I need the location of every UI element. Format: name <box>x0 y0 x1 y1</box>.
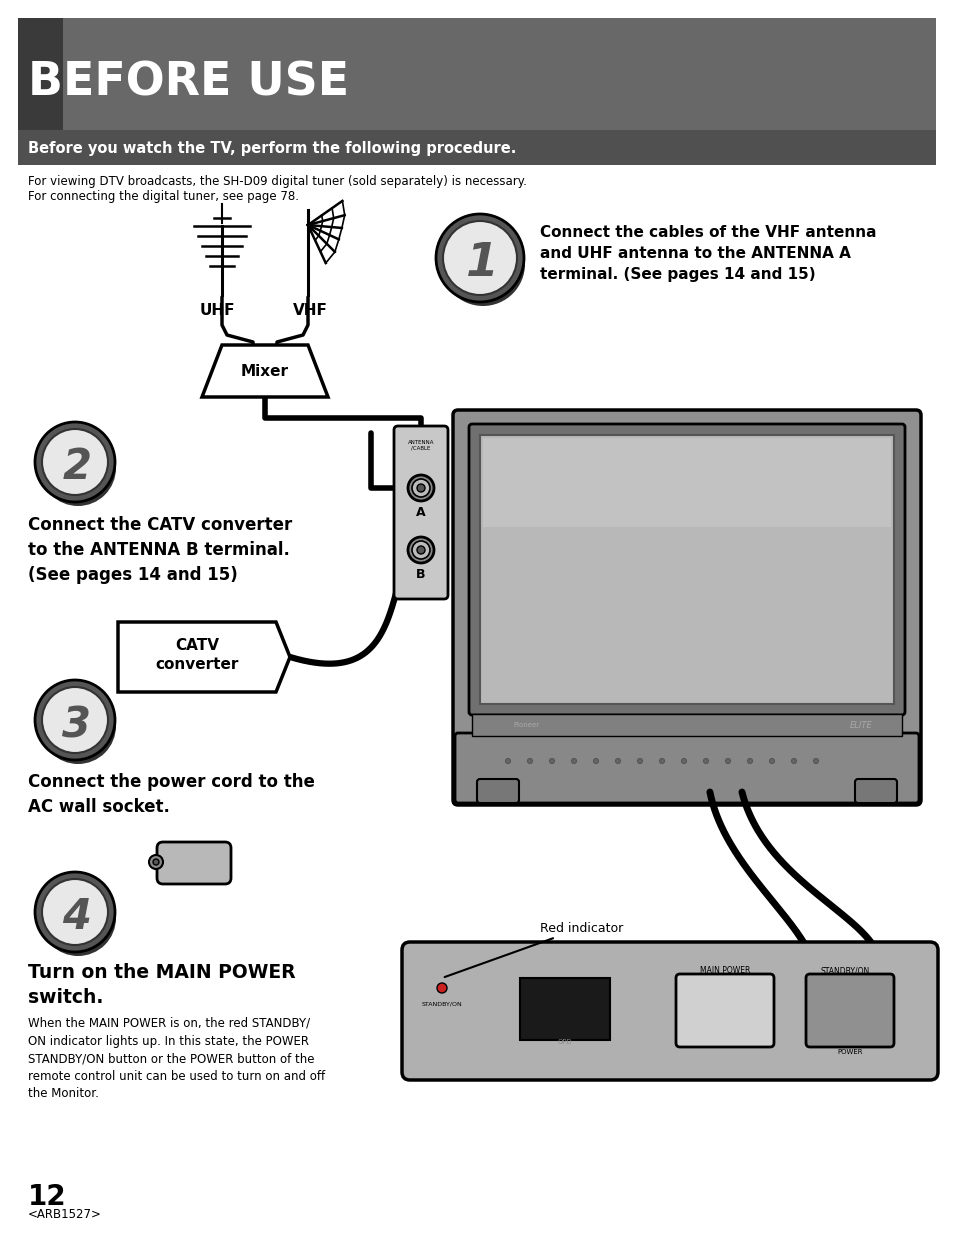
Text: Connect the CATV converter
to the ANTENNA B terminal.
(See pages 14 and 15): Connect the CATV converter to the ANTENN… <box>28 516 292 584</box>
Circle shape <box>440 222 524 306</box>
FancyBboxPatch shape <box>676 974 773 1047</box>
Text: For connecting the digital tuner, see page 78.: For connecting the digital tuner, see pa… <box>28 190 298 203</box>
FancyBboxPatch shape <box>854 779 896 803</box>
Circle shape <box>659 758 664 763</box>
Circle shape <box>40 688 116 764</box>
FancyBboxPatch shape <box>479 435 893 704</box>
Text: A: A <box>416 506 425 519</box>
Circle shape <box>35 422 115 501</box>
Circle shape <box>791 758 796 763</box>
Text: 4: 4 <box>63 897 91 939</box>
Text: STANDBY/ON: STANDBY/ON <box>421 1002 462 1007</box>
Circle shape <box>442 221 517 295</box>
Circle shape <box>149 855 163 869</box>
FancyBboxPatch shape <box>157 842 231 884</box>
FancyBboxPatch shape <box>455 734 918 803</box>
Circle shape <box>416 484 424 492</box>
Circle shape <box>42 687 108 753</box>
FancyBboxPatch shape <box>453 410 920 805</box>
Bar <box>472 714 901 736</box>
Text: VHF: VHF <box>293 303 327 317</box>
Text: Turn on the MAIN POWER
switch.: Turn on the MAIN POWER switch. <box>28 963 295 1007</box>
Text: B: B <box>416 568 425 580</box>
Polygon shape <box>202 345 328 396</box>
Text: ELITE: ELITE <box>849 720 871 730</box>
Text: Pioneer: Pioneer <box>513 722 538 727</box>
Text: <ARB1527>: <ARB1527> <box>28 1208 102 1221</box>
FancyBboxPatch shape <box>394 426 448 599</box>
Text: 1: 1 <box>465 241 497 285</box>
Circle shape <box>412 541 430 559</box>
FancyBboxPatch shape <box>401 942 937 1079</box>
Text: Connect the cables of the VHF antenna
and UHF antenna to the ANTENNA A
terminal.: Connect the cables of the VHF antenna an… <box>539 225 876 282</box>
Circle shape <box>416 546 424 555</box>
Circle shape <box>724 758 730 763</box>
Bar <box>18 19 935 148</box>
Text: For viewing DTV broadcasts, the SH-D09 digital tuner (sold separately) is necess: For viewing DTV broadcasts, the SH-D09 d… <box>28 175 526 188</box>
Circle shape <box>40 430 116 506</box>
Text: Mixer: Mixer <box>241 363 289 378</box>
Circle shape <box>152 860 159 864</box>
Circle shape <box>40 881 116 956</box>
Circle shape <box>412 479 430 496</box>
Text: 2: 2 <box>63 446 91 488</box>
Circle shape <box>408 475 434 501</box>
Circle shape <box>549 758 554 763</box>
Circle shape <box>42 429 108 495</box>
Text: OPD: OPD <box>558 1039 572 1045</box>
Bar <box>18 130 935 165</box>
Circle shape <box>571 758 576 763</box>
Circle shape <box>593 758 598 763</box>
Circle shape <box>505 758 510 763</box>
Circle shape <box>813 758 818 763</box>
Text: ANTENNA
/CABLE: ANTENNA /CABLE <box>407 440 434 451</box>
Circle shape <box>35 872 115 952</box>
Text: Connect the power cord to the
AC wall socket.: Connect the power cord to the AC wall so… <box>28 773 314 816</box>
Circle shape <box>747 758 752 763</box>
Text: Before you watch the TV, perform the following procedure.: Before you watch the TV, perform the fol… <box>28 141 516 156</box>
Circle shape <box>42 879 108 945</box>
Circle shape <box>436 983 447 993</box>
Text: 3: 3 <box>63 704 91 746</box>
Circle shape <box>35 680 115 760</box>
FancyBboxPatch shape <box>482 438 890 527</box>
Circle shape <box>680 758 686 763</box>
Circle shape <box>408 537 434 563</box>
Circle shape <box>615 758 619 763</box>
Bar <box>519 978 609 1040</box>
Text: BEFORE USE: BEFORE USE <box>28 61 349 105</box>
Circle shape <box>436 214 523 303</box>
Bar <box>18 19 63 148</box>
Circle shape <box>769 758 774 763</box>
Text: POWER: POWER <box>837 1049 862 1055</box>
Circle shape <box>702 758 708 763</box>
Text: 12: 12 <box>28 1183 67 1212</box>
Polygon shape <box>118 622 290 692</box>
Circle shape <box>637 758 641 763</box>
Text: Red indicator: Red indicator <box>444 921 622 977</box>
Text: STANDBY/ON: STANDBY/ON <box>820 966 869 974</box>
Text: When the MAIN POWER is on, the red STANDBY/
ON indicator lights up. In this stat: When the MAIN POWER is on, the red STAND… <box>28 1016 325 1100</box>
Text: MAIN POWER: MAIN POWER <box>700 966 749 974</box>
Text: CATV
converter: CATV converter <box>155 638 238 672</box>
Circle shape <box>527 758 532 763</box>
FancyBboxPatch shape <box>469 424 904 715</box>
FancyBboxPatch shape <box>476 779 518 803</box>
FancyBboxPatch shape <box>805 974 893 1047</box>
Text: UHF: UHF <box>199 303 234 317</box>
